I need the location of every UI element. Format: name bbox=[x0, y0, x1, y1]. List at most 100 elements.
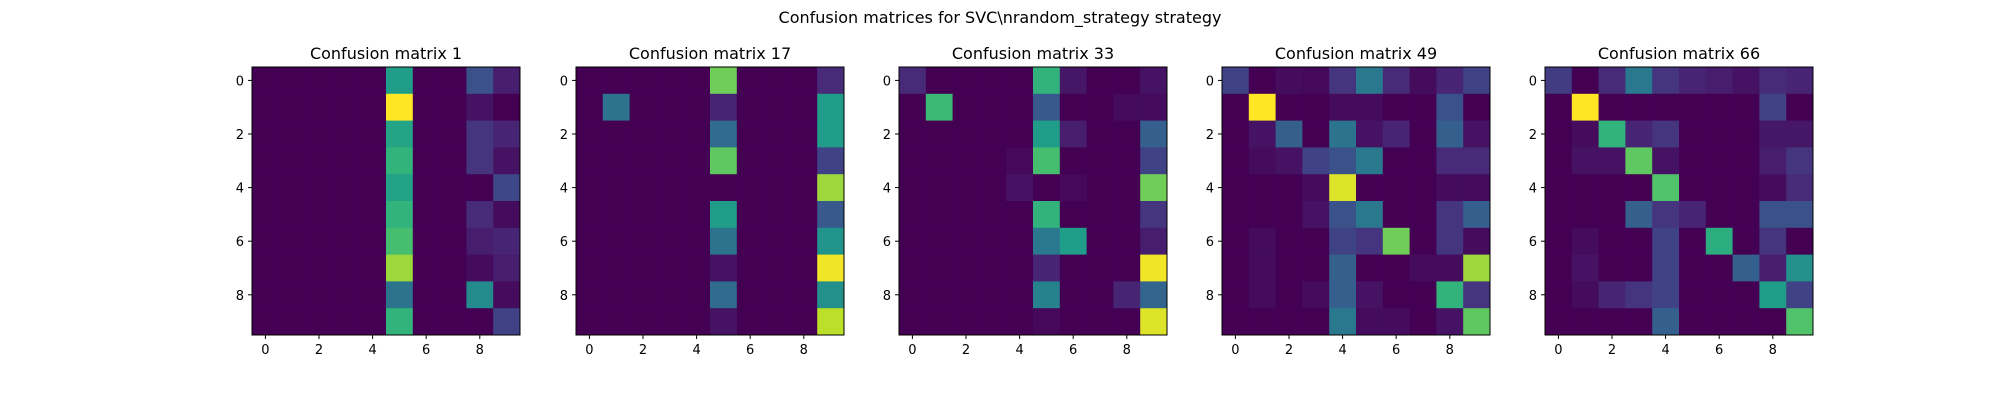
heatmap-cell bbox=[1759, 93, 1787, 121]
heatmap-cell bbox=[386, 174, 414, 202]
heatmap-cell bbox=[466, 147, 494, 175]
y-tick-label: 2 bbox=[236, 128, 244, 143]
heatmap-cell bbox=[1759, 147, 1787, 175]
heatmap-cell bbox=[1248, 67, 1276, 95]
heatmap-cell bbox=[1463, 67, 1491, 95]
heatmap-cell bbox=[1356, 174, 1384, 202]
heatmap-cell bbox=[1275, 120, 1303, 148]
heatmap-cell bbox=[1571, 281, 1599, 309]
heatmap-cell bbox=[979, 281, 1007, 309]
heatmap-cell bbox=[1679, 67, 1707, 95]
heatmap-cell bbox=[1598, 201, 1626, 229]
heatmap-cell bbox=[683, 281, 711, 309]
heatmap-cell bbox=[1679, 93, 1707, 121]
heatmap-cell bbox=[1382, 147, 1410, 175]
x-tick-label: 8 bbox=[1446, 343, 1454, 358]
heatmap-cell bbox=[1356, 281, 1384, 309]
heatmap-cell bbox=[1652, 308, 1680, 336]
heatmap-cell bbox=[412, 281, 440, 309]
heatmap-cell bbox=[763, 227, 791, 255]
heatmap-cell bbox=[602, 93, 630, 121]
heatmap-cell bbox=[1248, 120, 1276, 148]
x-tick-label: 0 bbox=[908, 343, 916, 358]
heatmap-cell bbox=[925, 67, 953, 95]
heatmap-cell bbox=[1302, 227, 1330, 255]
x-tick-label: 4 bbox=[692, 343, 700, 358]
heatmap-cell bbox=[1356, 201, 1384, 229]
heatmap-cell bbox=[1113, 147, 1141, 175]
heatmap-cell bbox=[1409, 120, 1437, 148]
heatmap-cell bbox=[1302, 120, 1330, 148]
heatmap-cell bbox=[493, 93, 521, 121]
heatmap-cell bbox=[1275, 227, 1303, 255]
heatmap-cell bbox=[925, 201, 953, 229]
heatmap-cell bbox=[629, 201, 657, 229]
heatmap-cell bbox=[1436, 201, 1464, 229]
heatmap-cell bbox=[1382, 120, 1410, 148]
heatmap-cell bbox=[1222, 308, 1250, 336]
heatmap-cell bbox=[1545, 201, 1573, 229]
heatmap-cell bbox=[602, 281, 630, 309]
heatmap-cell bbox=[359, 93, 387, 121]
heatmap-cell bbox=[305, 201, 333, 229]
heatmap-cell bbox=[1356, 147, 1384, 175]
heatmap-cell bbox=[899, 281, 927, 309]
heatmap-cell bbox=[1545, 120, 1573, 148]
heatmap-cell bbox=[305, 254, 333, 282]
heatmap-cell bbox=[790, 201, 818, 229]
heatmap-cell bbox=[1732, 93, 1760, 121]
heatmap-cell bbox=[1625, 254, 1653, 282]
heatmap-cell bbox=[252, 147, 280, 175]
heatmap-cell bbox=[1436, 147, 1464, 175]
axes-frame bbox=[575, 66, 845, 336]
heatmap-cell bbox=[412, 201, 440, 229]
heatmap-cell bbox=[656, 120, 684, 148]
heatmap-cell bbox=[817, 120, 845, 148]
axes-frame bbox=[251, 66, 521, 336]
heatmap-cell bbox=[1463, 93, 1491, 121]
heatmap-cell bbox=[1033, 281, 1061, 309]
heatmap-cell bbox=[1705, 147, 1733, 175]
heatmap-cell bbox=[710, 227, 738, 255]
heatmap-cell bbox=[817, 201, 845, 229]
heatmap-cell bbox=[305, 120, 333, 148]
heatmap-cell bbox=[1786, 120, 1814, 148]
heatmap-cell bbox=[1006, 281, 1034, 309]
heatmap-cell bbox=[952, 201, 980, 229]
heatmap-cell bbox=[629, 174, 657, 202]
heatmap-cell bbox=[332, 281, 360, 309]
heatmap-cell bbox=[278, 120, 306, 148]
heatmap-cell bbox=[925, 120, 953, 148]
heatmap-cell bbox=[1759, 254, 1787, 282]
heatmap-cell bbox=[305, 67, 333, 95]
heatmap-cell bbox=[1140, 93, 1168, 121]
heatmap-cell bbox=[1382, 281, 1410, 309]
heatmap-cell bbox=[1113, 174, 1141, 202]
heatmap-cell bbox=[1382, 201, 1410, 229]
heatmap-cell bbox=[359, 254, 387, 282]
heatmap-cell bbox=[1059, 67, 1087, 95]
heatmap-cell bbox=[979, 174, 1007, 202]
x-tick-label: 6 bbox=[1392, 343, 1400, 358]
heatmap-cell bbox=[1329, 147, 1357, 175]
heatmap-cell bbox=[1222, 67, 1250, 95]
heatmap-cell bbox=[629, 227, 657, 255]
heatmap-cell bbox=[576, 308, 604, 336]
heatmap-cell bbox=[1652, 93, 1680, 121]
heatmap-cell bbox=[736, 201, 764, 229]
y-tick-label: 2 bbox=[1529, 128, 1537, 143]
heatmap-cell bbox=[1382, 93, 1410, 121]
heatmap-cell bbox=[979, 308, 1007, 336]
heatmap-cell bbox=[1679, 254, 1707, 282]
heatmap-cell bbox=[763, 147, 791, 175]
heatmap-cell bbox=[1786, 227, 1814, 255]
heatmap-cell bbox=[1545, 254, 1573, 282]
heatmap-cell bbox=[466, 201, 494, 229]
x-tick-label: 0 bbox=[1554, 343, 1562, 358]
heatmap-cell bbox=[332, 174, 360, 202]
heatmap-cell bbox=[252, 227, 280, 255]
heatmap-cell bbox=[710, 174, 738, 202]
heatmap-cell bbox=[736, 147, 764, 175]
heatmap-cell bbox=[1059, 93, 1087, 121]
heatmap-cell bbox=[1625, 174, 1653, 202]
